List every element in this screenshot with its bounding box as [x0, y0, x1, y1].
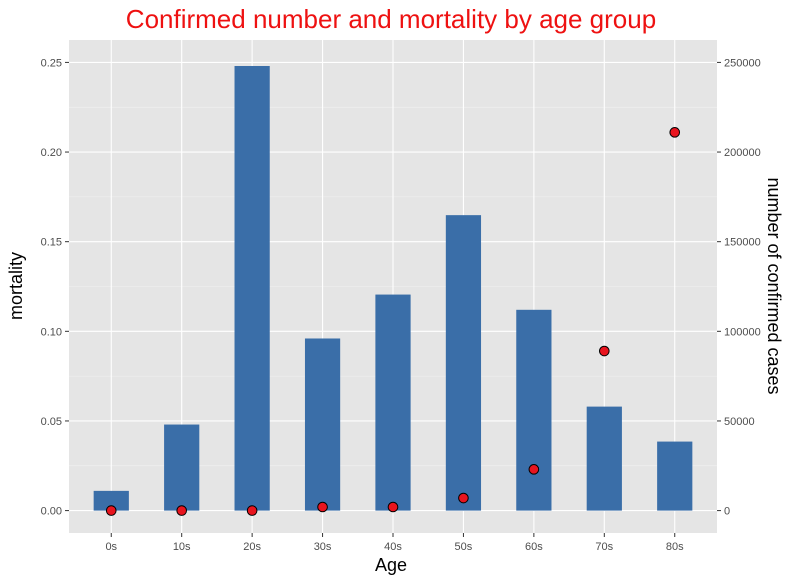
x-axis: 0s 10s 20s 30s 40s 50s 60s 70s 80s	[105, 533, 684, 553]
bar	[164, 424, 200, 511]
mortality-point	[528, 464, 540, 475]
right-axis-title: number of confirmed cases	[764, 177, 784, 394]
x-tick-label: 70s	[595, 541, 613, 553]
mortality-point	[669, 127, 681, 138]
x-tick-label: 20s	[243, 541, 261, 553]
left-tick-label: 0.25	[41, 57, 62, 69]
right-tick-label: 250000	[724, 57, 761, 69]
mortality-point	[176, 505, 187, 516]
left-tick-label: 0.05	[41, 416, 62, 428]
left-tick-label: 0.15	[41, 237, 62, 249]
x-tick-label: 0s	[105, 541, 117, 553]
bar	[304, 338, 341, 511]
chart-title: Confirmed number and mortality by age gr…	[126, 4, 656, 34]
right-tick-label: 200000	[724, 147, 761, 159]
mortality-point	[599, 345, 610, 357]
bar	[445, 215, 482, 511]
bar	[93, 490, 129, 511]
right-tick-label: 150000	[724, 237, 761, 249]
left-tick-label: 0.00	[41, 506, 62, 518]
right-tick-label: 100000	[724, 326, 761, 338]
x-tick-label: 80s	[666, 541, 684, 553]
left-axis: 0.00 0.05 0.10 0.15 0.20 0.25	[41, 57, 69, 518]
left-tick-label: 0.10	[41, 326, 62, 338]
bar-series	[93, 65, 693, 511]
right-tick-label: 0	[724, 506, 730, 518]
bar	[516, 309, 552, 511]
mortality-point	[317, 501, 328, 513]
left-tick-label: 0.20	[41, 147, 62, 159]
mortality-point	[387, 501, 399, 513]
left-axis-title: mortality	[6, 252, 26, 320]
mortality-point	[246, 505, 258, 516]
x-tick-label: 10s	[173, 541, 191, 553]
x-tick-label: 30s	[314, 541, 332, 553]
x-tick-label: 40s	[384, 541, 402, 553]
mortality-point	[105, 505, 117, 516]
x-axis-title: Age	[375, 555, 407, 575]
bar	[586, 406, 622, 511]
right-axis: 0 50000 100000 150000 200000 250000	[717, 57, 761, 518]
bar	[657, 441, 693, 511]
x-tick-label: 50s	[455, 541, 473, 553]
x-tick-label: 60s	[525, 541, 543, 553]
bar	[234, 65, 270, 511]
mortality-point	[458, 492, 469, 504]
right-tick-label: 50000	[724, 416, 755, 428]
mortality-points	[105, 127, 681, 516]
bar	[375, 294, 411, 511]
